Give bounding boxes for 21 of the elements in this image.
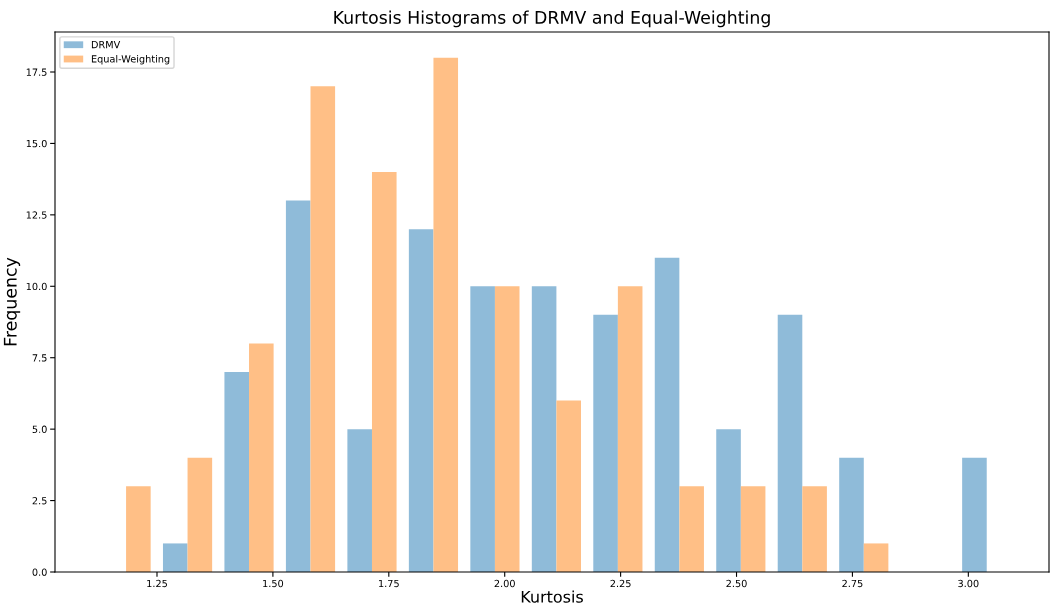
x-tick-label: 2.75	[842, 579, 863, 588]
legend-label: Equal-Weighting	[91, 55, 170, 65]
x-tick-label: 2.50	[726, 579, 747, 588]
chart-title: Kurtosis Histograms of DRMV and Equal-Weighting	[334, 10, 770, 28]
x-tick-label: 2.00	[494, 579, 515, 588]
y-tick-label: 5.0	[32, 425, 47, 433]
y-tick-label: 7.5	[32, 354, 47, 362]
y-tick-label: 12.5	[26, 211, 47, 219]
x-tick-label: 3.00	[958, 579, 979, 588]
y-axis-title: Frequency	[3, 257, 21, 346]
x-tick-label: 1.25	[147, 579, 167, 588]
legend-label: DRMV	[91, 41, 121, 49]
x-tick-label: 1.75	[379, 579, 399, 588]
x-axis-title: Kurtosis	[521, 590, 583, 603]
y-tick-label: 2.5	[32, 497, 47, 505]
y-tick-label: 0.0	[32, 568, 47, 576]
y-tick-label: 15.0	[26, 139, 47, 148]
x-tick-label: 1.50	[263, 579, 284, 588]
x-tick-label: 2.25	[610, 579, 631, 588]
y-tick-label: 10.0	[26, 282, 47, 291]
y-tick-label: 17.5	[26, 68, 47, 76]
